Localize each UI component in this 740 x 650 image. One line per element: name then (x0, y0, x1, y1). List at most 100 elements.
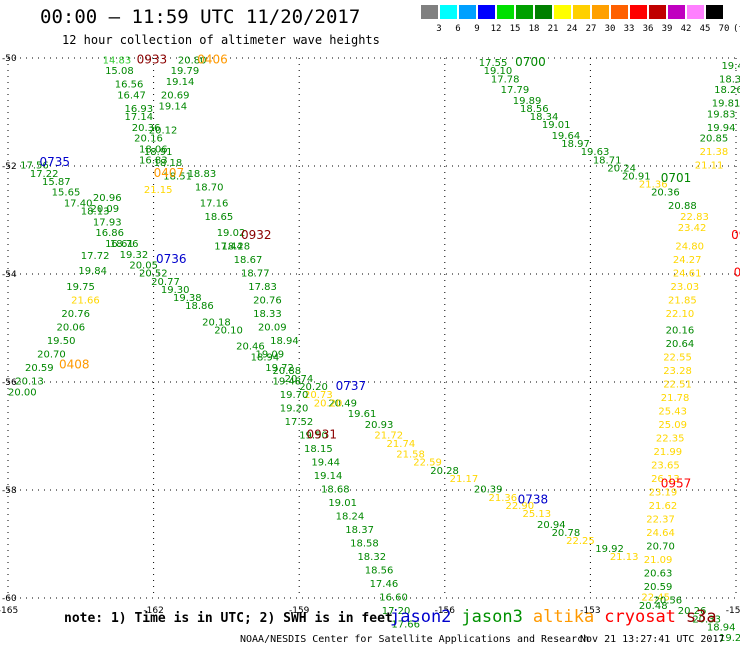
swh-value: 20.59 (644, 582, 673, 593)
swh-value: 15.87 (42, 177, 71, 188)
swh-value: 21.72 (374, 431, 403, 442)
swh-value: 19.01 (328, 498, 357, 509)
swh-value: 20.74 (285, 374, 314, 385)
scale-swatch (687, 5, 704, 19)
swh-value: 17.79 (501, 85, 530, 96)
swh-value: 17.78 (491, 74, 520, 85)
swh-value: 18.97 (561, 139, 590, 150)
swh-value: 18.34 (530, 112, 559, 123)
satellite-legend: jason2 jason3 altika cryosat s3a (390, 607, 727, 627)
scale-label: 24 (566, 24, 578, 34)
swh-value: 18.77 (241, 269, 270, 280)
swh-value: 20.20 (314, 398, 343, 409)
swh-value: 18.68 (321, 485, 350, 496)
scale-swatch (421, 5, 438, 19)
swh-value: 19.94 (707, 123, 736, 134)
pass-time-labels: 0933 0406 0735 0407 0932 0736 0408 0737 0931 0700… (40, 52, 740, 506)
swh-value: 18.26 (714, 85, 740, 96)
swh-value: 20.26 (678, 606, 707, 617)
swh-value: 18.56 (365, 566, 394, 577)
pass-time: 0406 (197, 52, 228, 66)
swh-value: 18.91 (144, 147, 173, 158)
swh-value: 20.70 (37, 350, 66, 361)
swh-value: 20.20 (299, 382, 328, 393)
swh-value: 17.93 (93, 217, 122, 228)
swh-value: 19.21 (719, 633, 740, 644)
swh-value: 20.70 (646, 541, 675, 552)
pass-time: 0736 (156, 252, 187, 266)
swh-value: 19.09 (256, 350, 285, 361)
swh-value: 22.59 (413, 458, 442, 469)
swh-value: 20.16 (666, 325, 695, 336)
swh-value: 21.74 (387, 439, 416, 450)
footer-note: note: 1) Time is in UTC; 2) SWH is in fe… (64, 611, 393, 626)
swh-value: 20.59 (25, 363, 54, 374)
swh-value: 17.46 (370, 579, 399, 590)
scale-label: 30 (604, 24, 616, 34)
pass-time: 0933 (137, 52, 168, 66)
scale-swatch (535, 5, 552, 19)
swh-value: 19.48 (273, 377, 302, 388)
swh-value: 18.15 (304, 444, 333, 455)
swh-value: 16.93 (124, 104, 153, 115)
swh-value: 22.90 (505, 501, 534, 512)
swh-value: 17.55 (479, 58, 508, 69)
swh-value: 17.16 (200, 199, 229, 210)
swh-value: 20.88 (668, 201, 697, 212)
swh-value: 20.36 (132, 123, 161, 134)
swh-value: 16.86 (95, 228, 124, 239)
swh-value: 20.39 (474, 485, 503, 496)
swh-value: 22.10 (666, 309, 695, 320)
swh-value: 16.56 (115, 80, 144, 91)
swh-value: 18.67 (234, 255, 263, 266)
swh-value: 19.47 (721, 61, 740, 72)
swh-value: 19.70 (280, 390, 309, 401)
swh-value: 16.60 (379, 593, 408, 604)
swh-value: 20.24 (607, 163, 636, 174)
swh-value: 21.38 (700, 147, 729, 158)
swh-value: 18.65 (205, 212, 234, 223)
swh-value: 18.24 (336, 512, 365, 523)
swh-value: 20.09 (258, 323, 287, 334)
swh-value: 21.62 (649, 501, 678, 512)
scale-swatch (478, 5, 495, 19)
swh-value: 25.09 (658, 420, 687, 431)
swh-value: 20.88 (273, 366, 302, 377)
swh-value: 20.28 (430, 466, 459, 477)
swh-value: 20.63 (644, 568, 673, 579)
pass-time: 095 (731, 228, 740, 242)
scale-swatch (459, 5, 476, 19)
swh-value: 19.01 (542, 120, 571, 131)
swh-value: 23.19 (649, 487, 678, 498)
pass-time: 0957 (661, 476, 692, 490)
pass-time: 0407 (154, 166, 185, 180)
swh-value: 18.06 (139, 145, 168, 156)
swh-value: 18.76 (110, 239, 139, 250)
swh-value: 21.99 (653, 447, 682, 458)
axis-tick-labels: -165 -162 -159 -156 -153 -150 -50 -52 -54 -56 -58 -… (0, 54, 740, 616)
swh-value: 21.58 (396, 450, 425, 461)
swh-value: 22.55 (663, 352, 692, 363)
scale-label: 33 (623, 24, 635, 34)
scale-label: 70 (718, 24, 730, 34)
swh-value: 20.12 (149, 126, 178, 137)
swh-value: 22.35 (656, 433, 685, 444)
swh-value: 20.69 (161, 91, 190, 102)
pass-time: 0408 (59, 358, 90, 372)
swh-value: 19.14 (166, 77, 195, 88)
swh-value: 18.86 (185, 301, 214, 312)
scale-swatch (668, 5, 685, 19)
swh-value: 21.09 (644, 555, 673, 566)
scale-label: 12 (490, 24, 502, 34)
swh-value: 19.20 (280, 404, 309, 415)
swh-value: 20.52 (139, 269, 168, 280)
swh-value: 18.94 (270, 336, 299, 347)
swh-value: 18.70 (195, 182, 224, 193)
swh-value: 20.46 (236, 342, 265, 353)
y-tick-label: -52 (2, 162, 17, 172)
swh-value: 18.28 (222, 242, 251, 253)
swh-value: 20.09 (91, 204, 120, 215)
credit-line: NOAA/NESDIS Center for Satellite Applica… (240, 634, 590, 645)
scale-swatch (630, 5, 647, 19)
